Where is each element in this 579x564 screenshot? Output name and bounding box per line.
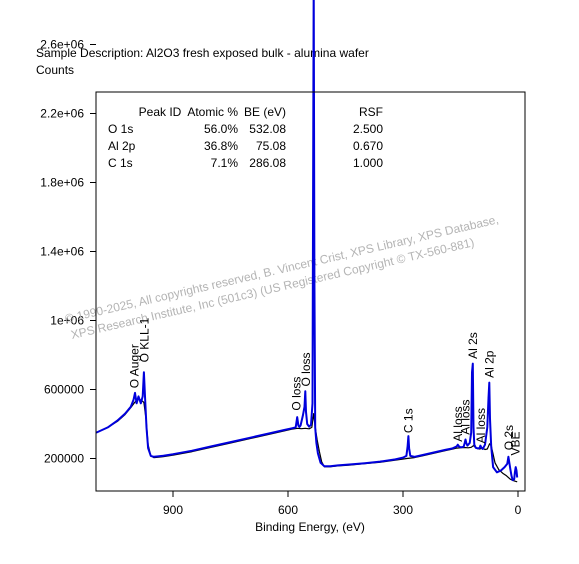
table-cell: C 1s — [108, 156, 133, 170]
plot-frame — [95, 91, 526, 492]
peak-label: Al loss — [459, 399, 473, 434]
peak-label: C 1s — [401, 408, 415, 433]
table-cell: 2.500 — [353, 122, 383, 136]
y-tick-label: 1.4e+06 — [40, 245, 84, 259]
peak-label: O loss — [299, 352, 313, 386]
y-tick-label: 600000 — [44, 383, 84, 397]
peak-label: O loss — [289, 377, 303, 411]
spectrum-series — [95, 0, 519, 483]
table-header: Peak ID — [139, 105, 182, 119]
y-tick-label: 1.8e+06 — [40, 176, 84, 190]
peak-label: Al 2p — [482, 350, 496, 378]
table-cell: 56.0% — [204, 122, 238, 136]
table-cell: 286.08 — [249, 156, 286, 170]
peak-label: Al loss — [474, 408, 488, 443]
y-tick-label: 200000 — [44, 452, 84, 466]
x-tick-label: 600 — [278, 503, 298, 517]
y-tick-label: 1e+06 — [50, 314, 84, 328]
table-cell: 0.670 — [353, 139, 383, 153]
watermark-line-2: XPS Research Institute, Inc (501c3) (US … — [70, 235, 476, 342]
peak-label: VBE — [508, 431, 522, 455]
y-axis-label: Counts — [36, 63, 75, 77]
x-axis-label: Binding Energy, (eV) — [255, 520, 365, 534]
y-tick-label: 2.2e+06 — [40, 107, 84, 121]
table-header: BE (eV) — [244, 105, 286, 119]
axis-ticks: 900 600 300 0 200000 600000 1e+06 1.4e+06 1.8e+0… — [40, 38, 522, 518]
copyright-watermark: © 1990-2025, All copyrights reserved, B.… — [64, 212, 500, 342]
x-tick-label: 0 — [515, 503, 522, 517]
peak-label: Al loss — [451, 406, 465, 441]
table-cell: 532.08 — [249, 122, 286, 136]
table-cell: 1.000 — [353, 156, 383, 170]
table-cell: 36.8% — [204, 139, 238, 153]
watermark-line-1: © 1990-2025, All copyrights reserved, B.… — [64, 212, 500, 326]
peak-label: O Auger — [128, 344, 142, 388]
chart-title: Sample Description: Al2O3 fresh exposed … — [36, 46, 369, 60]
table-cell: Al 2p — [108, 139, 136, 153]
peak-label: Al 2s — [466, 332, 480, 359]
table-cell: O 1s — [108, 122, 133, 136]
series-line-0 — [95, 0, 519, 482]
peak-label: O KLL-1 — [137, 317, 151, 362]
y-tick-label: 2.6e+06 — [40, 38, 84, 52]
x-tick-label: 900 — [163, 503, 183, 517]
table-header: Atomic % — [187, 105, 238, 119]
table-header: RSF — [359, 105, 383, 119]
table-cell: 7.1% — [211, 156, 239, 170]
peak-label: O 2s — [502, 425, 516, 450]
table-cell: 75.08 — [256, 139, 286, 153]
quantification-table: Peak ID Atomic % BE (eV) RSF O 1s 56.0% 532.08… — [108, 105, 383, 170]
x-tick-label: 300 — [393, 503, 413, 517]
